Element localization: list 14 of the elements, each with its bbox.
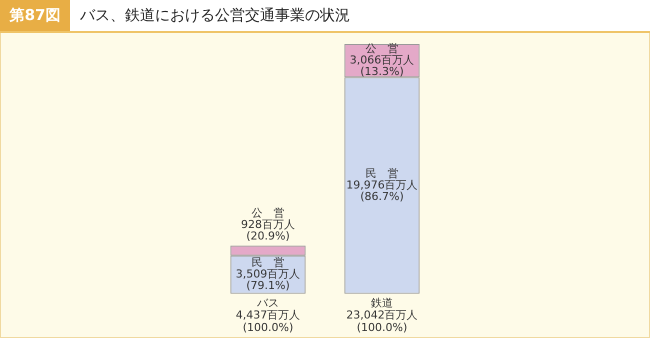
x-tick-label: バス — [256, 296, 279, 310]
data-label: 3,066百万人 (13.3%) — [350, 53, 414, 78]
text: 公 営 — [252, 206, 284, 220]
total-label: 4,437百万人 (100.0%) — [236, 308, 300, 334]
text: 第87図 — [0, 0, 70, 31]
series-label: 民 営 — [252, 256, 284, 270]
data-label: 928百万人 (20.9%) — [241, 218, 295, 243]
data-label: 19,976百万人 (86.7%) — [346, 178, 418, 203]
data-label: 3,509百万人 (79.1%) — [236, 268, 300, 292]
text: 民 営 — [366, 166, 398, 180]
total-label: 23,042百万人 (100.0%) — [346, 308, 418, 334]
series-label: 公 営 — [366, 42, 398, 55]
x-tick-label: 鉄道 — [371, 296, 393, 310]
chart-title: バス、鉄道における公営交通事業の状況 — [80, 5, 350, 26]
